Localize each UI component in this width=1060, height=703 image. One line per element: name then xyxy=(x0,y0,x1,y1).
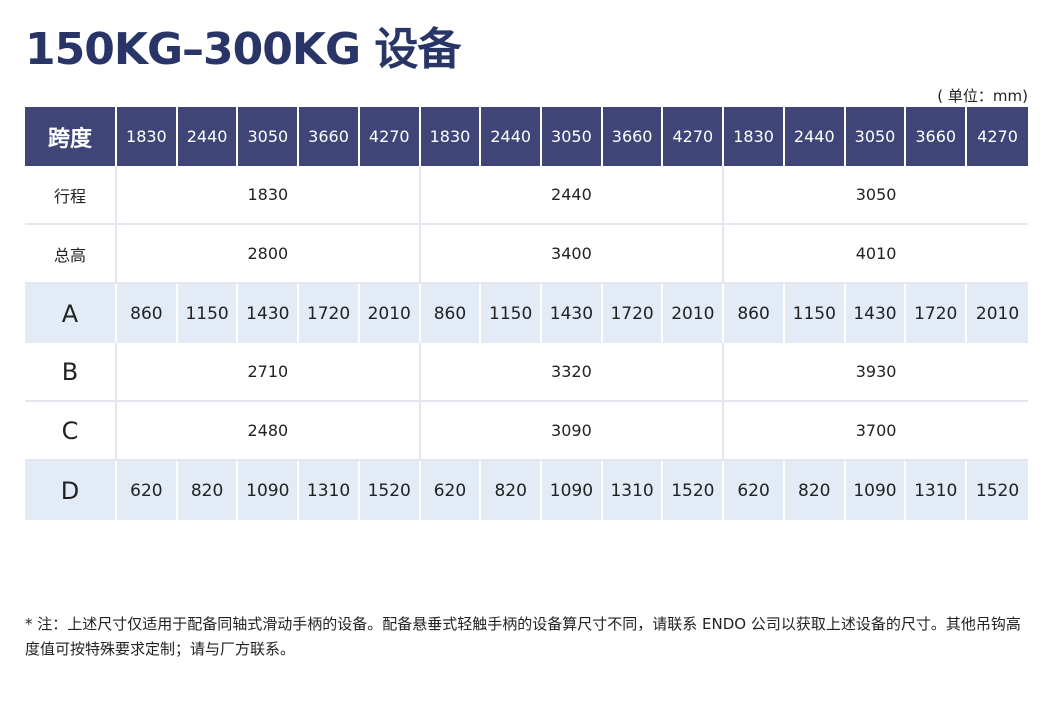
span-cell: 3050 xyxy=(845,107,907,166)
d-value: 820 xyxy=(481,461,543,520)
d-value: 1310 xyxy=(602,461,664,520)
footnote: * 注：上述尺寸仅适用于配备同轴式滑动手柄的设备。配备悬垂式轻触手柄的设备算尺寸… xyxy=(25,615,1021,658)
b-value: 3930 xyxy=(724,343,1028,402)
d-value: 1090 xyxy=(238,461,300,520)
span-cell: 3660 xyxy=(299,107,360,166)
span-cell: 1830 xyxy=(117,107,178,166)
a-value: 1720 xyxy=(906,284,968,343)
a-value: 1720 xyxy=(299,284,360,343)
total-height-value: 3400 xyxy=(420,225,725,284)
b-value: 3320 xyxy=(420,343,725,402)
a-value: 1720 xyxy=(602,284,664,343)
table-row-stroke: 行程 1830 2440 3050 xyxy=(25,166,1028,225)
c-value: 2480 xyxy=(117,402,421,461)
table-row-a: A 860 1150 1430 1720 2010 860 1150 1430 … xyxy=(25,284,1028,343)
d-value: 820 xyxy=(784,461,846,520)
span-cell: 4270 xyxy=(663,107,725,166)
d-value: 620 xyxy=(420,461,482,520)
row-label-stroke: 行程 xyxy=(25,166,118,225)
a-value: 1150 xyxy=(784,284,846,343)
span-cell: 4270 xyxy=(359,107,421,166)
a-value: 860 xyxy=(724,284,785,343)
c-value: 3700 xyxy=(724,402,1028,461)
span-cell: 3050 xyxy=(542,107,603,166)
table-row-c: C 2480 3090 3700 xyxy=(25,402,1028,461)
row-label-total-height: 总高 xyxy=(25,225,118,284)
d-value: 1520 xyxy=(663,461,725,520)
row-label-b: B xyxy=(25,343,118,402)
d-value: 1310 xyxy=(299,461,360,520)
a-value: 1150 xyxy=(177,284,239,343)
a-value: 1430 xyxy=(542,284,603,343)
unit-label: ( 单位：mm) xyxy=(937,87,1028,105)
d-value: 1310 xyxy=(906,461,968,520)
row-label-a: A xyxy=(25,284,118,343)
header-label-span: 跨度 xyxy=(25,107,118,166)
a-value: 1430 xyxy=(238,284,300,343)
d-value: 820 xyxy=(177,461,239,520)
row-label-d: D xyxy=(25,461,118,520)
a-value: 2010 xyxy=(967,284,1028,343)
stroke-value: 3050 xyxy=(724,166,1028,225)
d-value: 1520 xyxy=(967,461,1028,520)
a-value: 860 xyxy=(117,284,178,343)
d-value: 1090 xyxy=(542,461,603,520)
span-cell: 3050 xyxy=(238,107,300,166)
span-cell: 3660 xyxy=(602,107,664,166)
span-cell: 2440 xyxy=(177,107,239,166)
d-value: 620 xyxy=(724,461,785,520)
table-row-d: D 620 820 1090 1310 1520 620 820 1090 13… xyxy=(25,461,1028,520)
a-value: 1430 xyxy=(845,284,907,343)
span-cell: 3660 xyxy=(906,107,968,166)
stroke-value: 1830 xyxy=(117,166,421,225)
d-value: 1520 xyxy=(359,461,421,520)
a-value: 1150 xyxy=(481,284,543,343)
b-value: 2710 xyxy=(117,343,421,402)
span-cell: 1830 xyxy=(420,107,482,166)
row-label-c: C xyxy=(25,402,118,461)
total-height-value: 4010 xyxy=(724,225,1028,284)
table-row-b: B 2710 3320 3930 xyxy=(25,343,1028,402)
c-value: 3090 xyxy=(420,402,725,461)
span-cell: 1830 xyxy=(724,107,785,166)
a-value: 860 xyxy=(420,284,482,343)
span-cell: 4270 xyxy=(967,107,1028,166)
d-value: 1090 xyxy=(845,461,907,520)
d-value: 620 xyxy=(117,461,178,520)
page-title: 150KG–300KG 设备 xyxy=(25,24,461,75)
a-value: 2010 xyxy=(359,284,421,343)
a-value: 2010 xyxy=(663,284,725,343)
table-row-total-height: 总高 2800 3400 4010 xyxy=(25,225,1028,284)
table-header-row: 跨度 1830 2440 3050 3660 4270 1830 2440 30… xyxy=(25,107,1028,166)
spec-table: 跨度 1830 2440 3050 3660 4270 1830 2440 30… xyxy=(25,107,1028,520)
span-cell: 2440 xyxy=(481,107,543,166)
total-height-value: 2800 xyxy=(117,225,421,284)
span-cell: 2440 xyxy=(784,107,846,166)
stroke-value: 2440 xyxy=(420,166,725,225)
